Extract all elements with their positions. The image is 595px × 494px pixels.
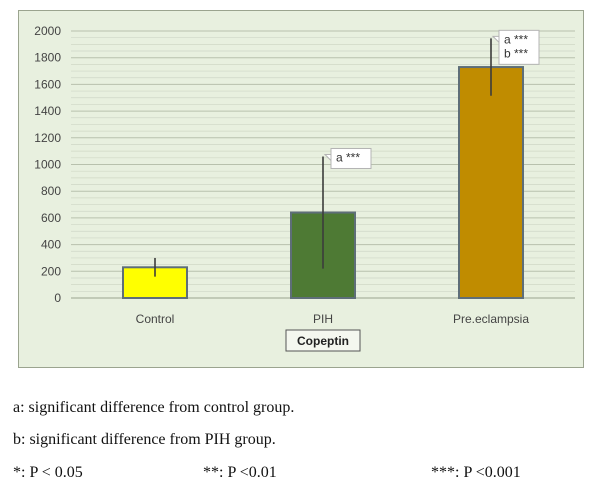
- x-axis-label-box: [285, 329, 361, 352]
- footnote-b: b: significant difference from PIH group…: [13, 431, 276, 448]
- y-tick-label: 0: [54, 291, 61, 305]
- y-tick-label: 1200: [34, 131, 61, 145]
- x-tick-label: PIH: [313, 312, 333, 326]
- chart-area: 0 200 400 600 800 1000 1200 1400 1600 1800 2000 Con…: [18, 10, 584, 368]
- x-axis-label: Copeptin: [297, 334, 349, 348]
- footnote-p-001: **: P <0.01: [203, 464, 277, 481]
- y-tick-label: 600: [41, 211, 61, 225]
- y-tick-label: 1400: [34, 104, 61, 118]
- y-tick-label: 1800: [34, 51, 61, 65]
- callout-label: a ***: [504, 32, 528, 46]
- footnote-p-005: *: P < 0.05: [13, 464, 83, 481]
- callout-box: [330, 147, 372, 169]
- footnote-p-0001: ***: P <0.001: [431, 464, 521, 481]
- x-tick-label: Pre.eclampsia: [453, 312, 529, 326]
- bar-chart: 0 200 400 600 800 1000 1200 1400 1600 1800 2000 Con…: [34, 24, 575, 352]
- y-tick-label: 800: [41, 184, 61, 198]
- y-tick-label: 1600: [34, 77, 61, 91]
- y-tick-label: 2000: [34, 24, 61, 38]
- y-tick-label: 400: [41, 238, 61, 252]
- bar-pre-eclampsia: [458, 66, 524, 299]
- callout-label: b ***: [504, 46, 528, 60]
- footnote-a: a: significant difference from control g…: [13, 399, 295, 416]
- x-tick-label: Control: [136, 312, 175, 326]
- callout-label: a ***: [336, 150, 360, 164]
- callout-pointer: [491, 35, 500, 44]
- y-tick-label: 1000: [34, 158, 61, 172]
- y-tick-label: 200: [41, 264, 61, 278]
- callout-box: [498, 29, 540, 65]
